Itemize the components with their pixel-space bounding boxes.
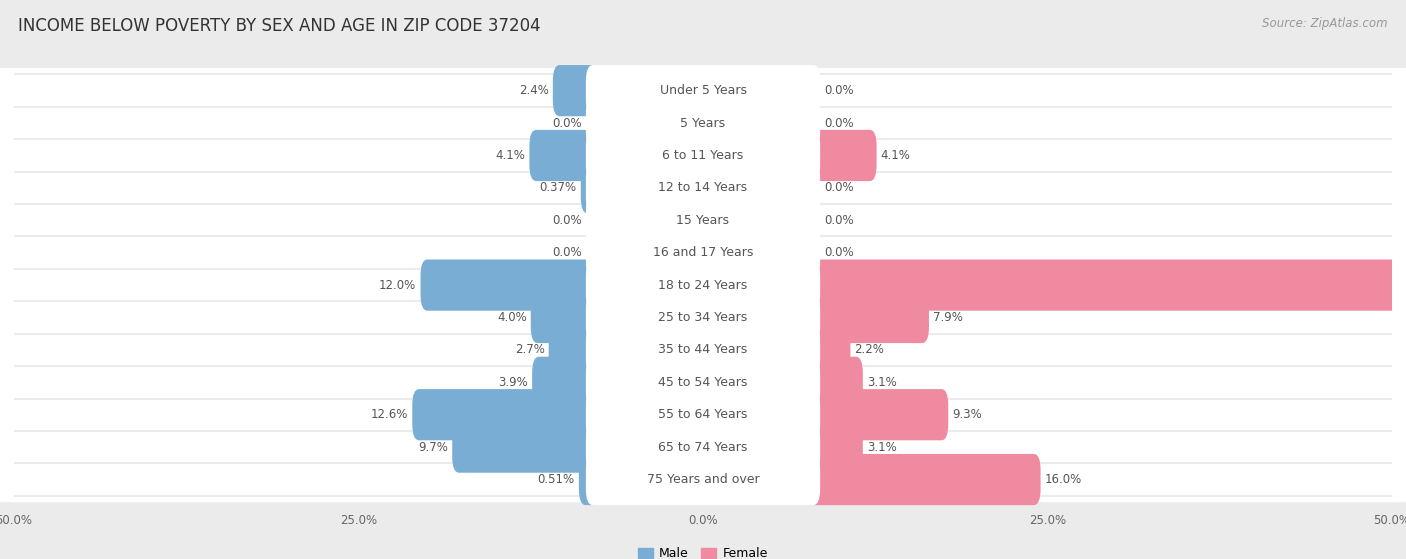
Text: 2.7%: 2.7%: [515, 343, 544, 357]
FancyBboxPatch shape: [586, 97, 820, 149]
Text: 0.0%: 0.0%: [824, 246, 853, 259]
Text: 18 to 24 Years: 18 to 24 Years: [658, 278, 748, 292]
FancyBboxPatch shape: [807, 259, 1406, 311]
FancyBboxPatch shape: [412, 389, 599, 440]
FancyBboxPatch shape: [807, 324, 851, 376]
FancyBboxPatch shape: [453, 421, 599, 473]
FancyBboxPatch shape: [586, 292, 820, 343]
FancyBboxPatch shape: [0, 457, 1406, 502]
Text: 15 Years: 15 Years: [676, 214, 730, 227]
FancyBboxPatch shape: [586, 421, 820, 473]
Text: 9.3%: 9.3%: [952, 408, 983, 421]
Text: 2.4%: 2.4%: [519, 84, 548, 97]
Text: 4.1%: 4.1%: [495, 149, 526, 162]
Text: 3.9%: 3.9%: [498, 376, 529, 389]
FancyBboxPatch shape: [586, 130, 820, 181]
Text: 45 to 54 Years: 45 to 54 Years: [658, 376, 748, 389]
FancyBboxPatch shape: [420, 259, 599, 311]
FancyBboxPatch shape: [0, 165, 1406, 211]
FancyBboxPatch shape: [0, 424, 1406, 470]
FancyBboxPatch shape: [807, 389, 948, 440]
FancyBboxPatch shape: [807, 421, 863, 473]
FancyBboxPatch shape: [807, 357, 863, 408]
Text: 5 Years: 5 Years: [681, 117, 725, 130]
Text: 0.0%: 0.0%: [553, 117, 582, 130]
FancyBboxPatch shape: [807, 454, 1040, 505]
Legend: Male, Female: Male, Female: [633, 542, 773, 559]
Text: 0.0%: 0.0%: [824, 181, 853, 195]
FancyBboxPatch shape: [553, 65, 599, 116]
Text: 7.9%: 7.9%: [934, 311, 963, 324]
FancyBboxPatch shape: [0, 327, 1406, 373]
FancyBboxPatch shape: [0, 230, 1406, 276]
Text: 0.37%: 0.37%: [540, 181, 576, 195]
FancyBboxPatch shape: [531, 292, 599, 343]
Text: 0.0%: 0.0%: [824, 214, 853, 227]
Text: 6 to 11 Years: 6 to 11 Years: [662, 149, 744, 162]
FancyBboxPatch shape: [586, 389, 820, 440]
Text: 0.0%: 0.0%: [553, 214, 582, 227]
FancyBboxPatch shape: [586, 357, 820, 408]
Text: 16.0%: 16.0%: [1045, 473, 1083, 486]
FancyBboxPatch shape: [807, 130, 876, 181]
Text: 75 Years and over: 75 Years and over: [647, 473, 759, 486]
Text: 12.0%: 12.0%: [380, 278, 416, 292]
Text: 55 to 64 Years: 55 to 64 Years: [658, 408, 748, 421]
FancyBboxPatch shape: [0, 359, 1406, 405]
Text: 0.0%: 0.0%: [824, 117, 853, 130]
FancyBboxPatch shape: [586, 259, 820, 311]
FancyBboxPatch shape: [586, 195, 820, 246]
Text: 65 to 74 Years: 65 to 74 Years: [658, 440, 748, 453]
Text: 4.0%: 4.0%: [496, 311, 527, 324]
FancyBboxPatch shape: [0, 392, 1406, 437]
Text: Under 5 Years: Under 5 Years: [659, 84, 747, 97]
FancyBboxPatch shape: [0, 197, 1406, 243]
Text: 0.0%: 0.0%: [553, 246, 582, 259]
FancyBboxPatch shape: [581, 162, 599, 214]
Text: 4.1%: 4.1%: [880, 149, 911, 162]
FancyBboxPatch shape: [586, 324, 820, 376]
FancyBboxPatch shape: [586, 454, 820, 505]
Text: 3.1%: 3.1%: [868, 376, 897, 389]
FancyBboxPatch shape: [586, 227, 820, 278]
Text: 9.7%: 9.7%: [418, 440, 449, 453]
Text: 3.1%: 3.1%: [868, 440, 897, 453]
FancyBboxPatch shape: [0, 295, 1406, 340]
FancyBboxPatch shape: [579, 454, 599, 505]
Text: 2.2%: 2.2%: [855, 343, 884, 357]
Text: 0.51%: 0.51%: [537, 473, 575, 486]
FancyBboxPatch shape: [586, 65, 820, 116]
Text: Source: ZipAtlas.com: Source: ZipAtlas.com: [1263, 17, 1388, 30]
Text: 35 to 44 Years: 35 to 44 Years: [658, 343, 748, 357]
FancyBboxPatch shape: [0, 133, 1406, 178]
Text: 16 and 17 Years: 16 and 17 Years: [652, 246, 754, 259]
FancyBboxPatch shape: [0, 68, 1406, 113]
FancyBboxPatch shape: [0, 262, 1406, 308]
FancyBboxPatch shape: [530, 130, 599, 181]
Text: INCOME BELOW POVERTY BY SEX AND AGE IN ZIP CODE 37204: INCOME BELOW POVERTY BY SEX AND AGE IN Z…: [18, 17, 541, 35]
FancyBboxPatch shape: [548, 324, 599, 376]
Text: 12.6%: 12.6%: [371, 408, 408, 421]
Text: 25 to 34 Years: 25 to 34 Years: [658, 311, 748, 324]
Text: 12 to 14 Years: 12 to 14 Years: [658, 181, 748, 195]
Text: 0.0%: 0.0%: [824, 84, 853, 97]
FancyBboxPatch shape: [0, 101, 1406, 146]
FancyBboxPatch shape: [531, 357, 599, 408]
FancyBboxPatch shape: [807, 292, 929, 343]
FancyBboxPatch shape: [586, 162, 820, 214]
